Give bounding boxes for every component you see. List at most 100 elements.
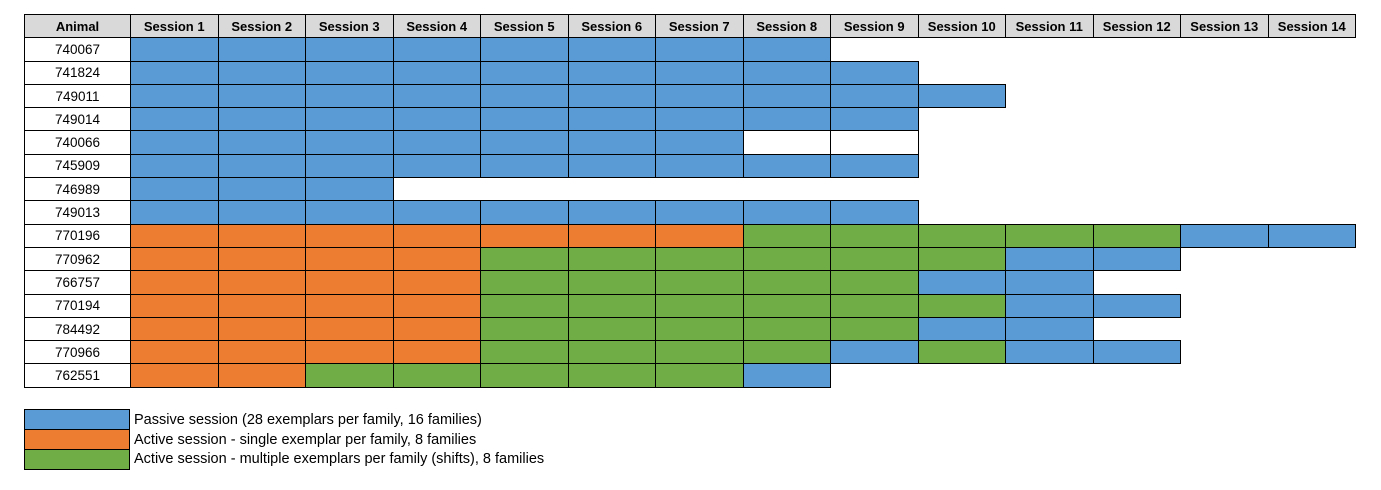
session-cell bbox=[480, 316, 569, 342]
session-cell bbox=[742, 200, 831, 225]
session-cell bbox=[1181, 364, 1269, 387]
session-cell bbox=[742, 223, 831, 248]
session-cell bbox=[567, 316, 656, 342]
session-cell bbox=[1093, 364, 1181, 387]
session-cell bbox=[742, 60, 831, 85]
session-cell bbox=[1181, 61, 1269, 84]
session-cell bbox=[742, 37, 831, 62]
session-cell bbox=[567, 153, 656, 179]
session-cell bbox=[742, 363, 831, 388]
animal-id-cell: 749011 bbox=[24, 83, 131, 109]
session-cell bbox=[742, 130, 831, 155]
session-cell bbox=[655, 37, 744, 62]
session-cell bbox=[830, 223, 919, 248]
session-cell bbox=[567, 270, 656, 295]
session-cell bbox=[130, 37, 219, 62]
session-cell bbox=[830, 107, 919, 132]
session-cell bbox=[1093, 84, 1181, 107]
legend-label-passive: Passive session (28 exemplars per family… bbox=[134, 411, 482, 428]
table-row: 749014 bbox=[24, 107, 1356, 132]
animal-id-cell: 749013 bbox=[24, 200, 131, 225]
session-cell bbox=[742, 246, 831, 272]
session-cell bbox=[1093, 108, 1181, 131]
session-cell bbox=[1006, 154, 1094, 177]
session-cell bbox=[1181, 84, 1269, 107]
session-cell bbox=[1268, 294, 1356, 317]
header-cell-session-6: Session 6 bbox=[567, 13, 656, 39]
animal-id-cell: 762551 bbox=[24, 363, 131, 388]
session-cell bbox=[130, 246, 219, 272]
session-cell bbox=[655, 270, 744, 295]
session-cell bbox=[742, 270, 831, 295]
session-cell bbox=[392, 83, 481, 109]
session-cell bbox=[1181, 154, 1269, 177]
session-cell bbox=[1093, 38, 1181, 61]
session-cell bbox=[831, 38, 919, 61]
session-cell bbox=[917, 316, 1006, 342]
session-cell bbox=[305, 83, 394, 109]
table-row: 784492 bbox=[24, 316, 1356, 342]
session-cell bbox=[567, 83, 656, 109]
animal-id-cell: 740066 bbox=[24, 130, 131, 155]
session-cell bbox=[830, 130, 919, 155]
session-cell bbox=[1268, 131, 1356, 154]
session-cell bbox=[831, 364, 919, 387]
session-cell bbox=[1005, 340, 1094, 365]
legend-item-active-multiple: Active session - multiple exemplars per … bbox=[24, 448, 544, 471]
session-cell bbox=[305, 223, 394, 248]
session-cell bbox=[392, 153, 481, 179]
session-cell bbox=[305, 200, 394, 225]
header-cell-session-10: Session 10 bbox=[917, 13, 1006, 39]
session-cell bbox=[1006, 108, 1094, 131]
session-cell bbox=[655, 153, 744, 179]
session-cell bbox=[217, 340, 306, 365]
animal-id-cell: 784492 bbox=[24, 316, 131, 342]
session-cell bbox=[567, 293, 656, 318]
header-cell-session-11: Session 11 bbox=[1005, 13, 1094, 39]
session-cell bbox=[305, 363, 394, 388]
session-cell bbox=[1006, 84, 1094, 107]
session-cell bbox=[917, 246, 1006, 272]
session-cell bbox=[918, 201, 1006, 224]
session-cell bbox=[1005, 246, 1094, 272]
table-row: 746989 bbox=[24, 177, 1356, 202]
session-cell bbox=[217, 130, 306, 155]
table-row: 749013 bbox=[24, 200, 1356, 225]
animal-id-cell: 770196 bbox=[24, 223, 131, 248]
session-cell bbox=[655, 130, 744, 155]
header-cell-animal: Animal bbox=[24, 13, 131, 39]
session-cell bbox=[130, 223, 219, 248]
session-cell bbox=[1093, 201, 1181, 224]
session-cell bbox=[567, 200, 656, 225]
session-cell bbox=[392, 200, 481, 225]
animal-id-cell: 740067 bbox=[24, 37, 131, 62]
session-cell bbox=[392, 340, 481, 365]
session-cell bbox=[1005, 270, 1094, 295]
session-cell bbox=[655, 107, 744, 132]
session-cell bbox=[1268, 201, 1356, 224]
session-cell bbox=[1006, 364, 1094, 387]
session-cell bbox=[305, 37, 394, 62]
session-cell bbox=[130, 293, 219, 318]
session-cell bbox=[655, 200, 744, 225]
session-cell bbox=[918, 108, 1006, 131]
session-cell bbox=[392, 37, 481, 62]
session-cell bbox=[130, 270, 219, 295]
session-cell bbox=[217, 177, 306, 202]
session-cell bbox=[480, 293, 569, 318]
session-cell bbox=[1092, 246, 1181, 272]
schedule-table: Animal Session 1 Session 2 Session 3 Session… bbox=[24, 13, 1356, 388]
session-cell bbox=[305, 107, 394, 132]
legend-item-active-single: Active session - single exemplar per fam… bbox=[24, 428, 544, 451]
session-cell bbox=[130, 177, 219, 202]
session-cell bbox=[392, 270, 481, 295]
table-row: 762551 bbox=[24, 363, 1356, 388]
session-cell bbox=[392, 363, 481, 388]
session-cell bbox=[1005, 316, 1094, 342]
session-cell bbox=[655, 223, 744, 248]
session-cell bbox=[655, 316, 744, 342]
header-cell-session-3: Session 3 bbox=[305, 13, 394, 39]
legend-swatch-active-multiple bbox=[24, 448, 130, 471]
session-cell bbox=[480, 107, 569, 132]
